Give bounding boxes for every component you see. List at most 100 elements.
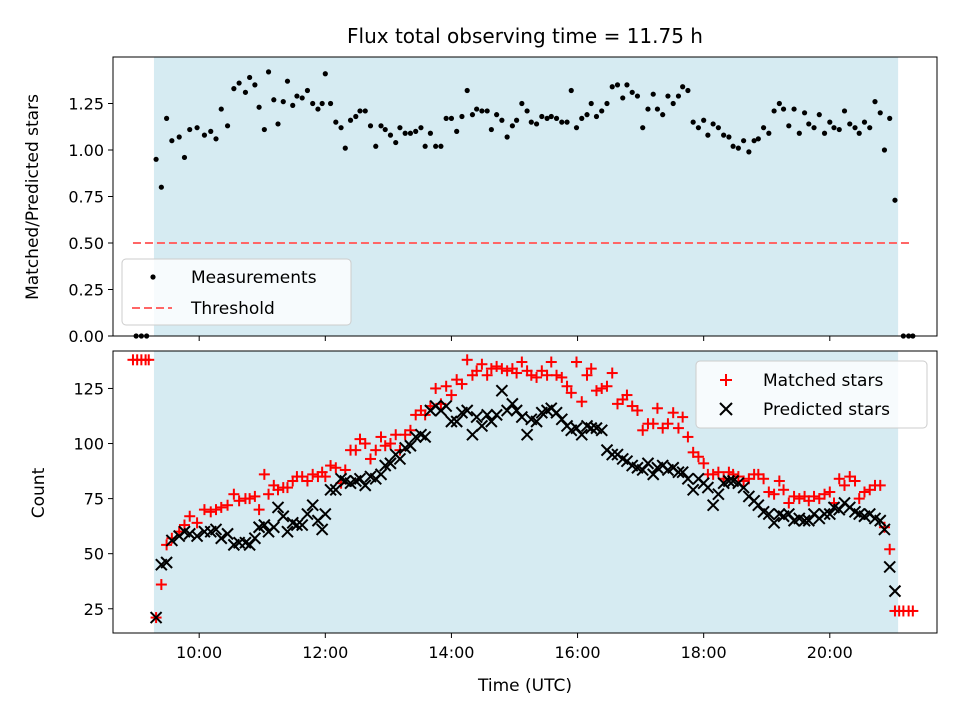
matched-star-point [773,475,785,487]
legend-measurements-label: Measurements [191,268,317,288]
predicted-star-point [712,487,725,501]
matched-star-point [359,438,371,450]
predicted-star-point [248,532,262,545]
measurement-point [353,113,359,120]
legend-matched-label: Matched stars [763,371,883,391]
bottom-legend-box [695,360,928,429]
measurement-point [766,130,772,136]
measurement-point [357,108,363,114]
matched-star-point [662,418,674,430]
matched-star-point [712,466,724,478]
matched-star-point [692,451,704,463]
bottom-y-axis-ticks: 25 50 75 100 125 [73,379,113,619]
top-y-tick-label: 1.00 [68,141,104,160]
measurement-point [796,130,802,136]
measurement-point [816,112,822,118]
measurement-point [544,115,550,121]
predicted-star-point [686,483,700,497]
matched-star-point [606,367,618,379]
measurement-point [459,113,465,120]
measurement-point [584,112,590,118]
measurement-point [373,143,379,149]
predicted-star-point [530,415,543,428]
predicted-star-point [470,410,483,424]
measurement-point [252,82,258,88]
predicted-star-point [165,534,179,547]
predicted-star-point [878,523,891,536]
bottom-x-tick-label: 20:00 [807,643,853,662]
predicted-star-point [445,415,458,428]
measurement-point [670,100,676,107]
predicted-star-point [221,527,234,541]
measurement-point [261,126,267,133]
measurement-point [780,106,787,112]
top-y-axis-ticks: 0.00 0.25 0.50 0.75 1.00 1.25 [68,95,113,346]
matched-star-point [596,382,608,394]
predicted-star-point [480,408,494,422]
matched-star-point [525,369,537,381]
measurement-point [181,154,188,161]
measurement-point [695,125,702,131]
predicted-star-point [515,410,529,424]
top-legend: Measurements Threshold [121,258,352,326]
measurement-point [599,108,605,114]
measurement-point [841,108,848,114]
measurement-point [593,113,600,120]
predicted-star-point [641,457,655,470]
matched-star-point [272,484,284,496]
predicted-star-point [823,507,837,521]
measurement-point [322,71,328,77]
matched-star-point [565,387,577,399]
predicted-star-point [258,518,271,532]
predicted-star-point [160,556,173,569]
predicted-star-point [324,483,337,497]
matched-star-point [783,497,795,509]
measurement-point [342,145,348,151]
measurement-point [856,130,862,136]
measurement-point [801,110,808,116]
predicted-star-point [520,428,534,441]
measurement-point [422,143,428,149]
matched-star-point [263,488,275,500]
measurement-point [413,128,419,134]
bottom-y-tick-label: 25 [84,600,104,619]
measurement-point [443,115,449,121]
measurement-point [624,82,630,88]
predicted-star-point [404,439,417,452]
measurement-point [751,138,757,144]
measurement-point [741,138,747,144]
matched-star-point [541,369,553,381]
measurement-point [654,106,661,112]
measurement-point [614,82,621,88]
predicted-star-point [306,499,319,512]
bottom-legend: Matched stars Predicted stars [695,360,928,429]
matched-star-point [384,438,396,450]
measurement-point [433,143,439,149]
measurement-point [176,134,182,140]
matched-star-point [370,444,382,456]
measurement-point [504,134,510,140]
measurement-point [464,87,470,94]
measurement-point [806,121,812,127]
measurement-point [852,125,858,131]
matched-star-point [907,605,919,617]
predicted-star-point [183,527,196,541]
matched-star-point [819,488,831,500]
measurement-point [640,125,646,131]
bottom-x-tick-label: 18:00 [681,643,727,662]
measurement-point [315,106,321,112]
measurement-point [680,84,686,90]
measurement-point [242,89,249,95]
measurement-point [847,121,853,127]
top-y-tick-label: 0.25 [68,281,104,300]
measurement-point [524,108,530,114]
matched-star-point [511,367,523,379]
predicted-star-point [874,514,887,527]
top-y-tick-label: 0.75 [68,188,104,207]
measurement-point [319,100,325,107]
predicted-star-point [190,529,204,543]
measurement-point [247,74,253,81]
predicted-star-point [215,532,228,545]
predicted-star-point [267,521,281,534]
predicted-star-point [374,468,388,481]
